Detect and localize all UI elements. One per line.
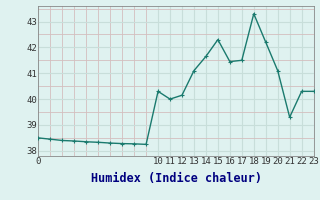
X-axis label: Humidex (Indice chaleur): Humidex (Indice chaleur)	[91, 172, 261, 185]
